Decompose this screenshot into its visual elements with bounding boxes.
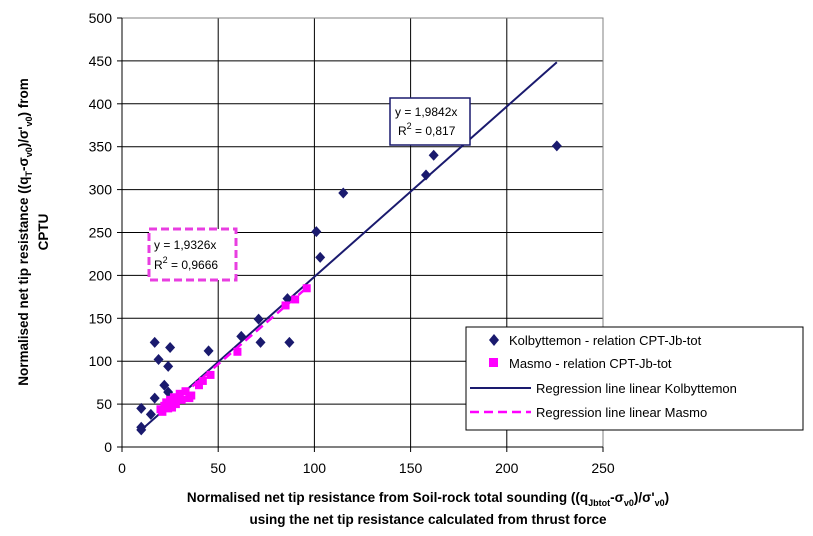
y-axis-title-line1: Normalised net tip resistance ((qT-σv0)/… xyxy=(16,78,34,386)
masmo-equation-box xyxy=(147,227,238,282)
kolbyttemon-point xyxy=(420,169,431,181)
x-axis-ticks: 0 50 100 150 200 250 xyxy=(118,446,615,476)
masmo-point xyxy=(181,387,190,396)
kolbyttemon-r2-text: R2 = 0,817 xyxy=(398,121,456,138)
kolbyttemon-point xyxy=(203,345,214,357)
x-tick-label: 150 xyxy=(399,460,423,476)
kolbyttemon-point xyxy=(311,226,322,238)
kolbyttemon-point xyxy=(551,140,562,152)
y-tick-label: 450 xyxy=(89,53,113,69)
data-points xyxy=(136,140,562,436)
x-tick-label: 250 xyxy=(591,460,615,476)
kolbyttemon-point xyxy=(145,408,156,420)
y-tick-label: 250 xyxy=(89,225,113,241)
masmo-point xyxy=(291,295,300,304)
masmo-point xyxy=(169,393,178,402)
x-tick-label: 0 xyxy=(118,460,126,476)
legend-marker-kolbyttemon xyxy=(489,334,499,346)
kolbyttemon-point xyxy=(136,402,147,414)
masmo-point xyxy=(302,284,311,293)
masmo-point xyxy=(158,407,167,416)
x-tick-label: 50 xyxy=(210,460,226,476)
kolbyttemon-point xyxy=(136,421,147,433)
masmo-equation-text: y = 1,9326x xyxy=(154,238,216,252)
masmo-equation-annotation: y = 1,9326x R2 = 0,9666 xyxy=(147,227,238,282)
kolbyttemon-point xyxy=(163,360,174,372)
masmo-point xyxy=(177,395,186,404)
legend-label-masmo: Masmo - relation CPT-Jb-tot xyxy=(509,356,672,371)
masmo-point xyxy=(281,301,290,310)
y-tick-label: 400 xyxy=(89,96,113,112)
kolbyttemon-point xyxy=(149,336,160,348)
kolbyttemon-point xyxy=(255,336,266,348)
masmo-point xyxy=(187,391,196,400)
y-tick-label: 0 xyxy=(104,439,112,455)
y-tick-label: 200 xyxy=(89,267,113,283)
kolbyttemon-point xyxy=(315,251,326,263)
kolbyttemon-point xyxy=(428,149,439,161)
kolbyttemon-equation-box xyxy=(389,97,471,146)
kolbyttemon-equation-text: y = 1,9842x xyxy=(395,105,457,119)
regression-line-kolbyttemon xyxy=(140,61,558,431)
y-tick-label: 500 xyxy=(89,10,113,26)
masmo-point xyxy=(233,347,242,356)
legend-label-regression-kolbyttemon: Regression line linear Kolbyttemon xyxy=(536,381,737,396)
kolbyttemon-point xyxy=(236,330,247,342)
y-tick-label: 150 xyxy=(89,310,113,326)
kolbyttemon-point xyxy=(159,379,170,391)
x-tick-label: 100 xyxy=(303,460,327,476)
legend: Kolbyttemon - relation CPT-Jb-tot Masmo … xyxy=(465,326,804,431)
y-tick-label: 350 xyxy=(89,139,113,155)
y-tick-label: 300 xyxy=(89,182,113,198)
masmo-point xyxy=(206,370,215,379)
y-tick-label: 50 xyxy=(96,396,112,412)
masmo-point xyxy=(175,389,184,398)
masmo-point xyxy=(198,376,207,385)
kolbyttemon-point xyxy=(253,313,264,325)
x-tick-label: 200 xyxy=(495,460,519,476)
kolbyttemon-point xyxy=(153,353,164,365)
masmo-r2-text: R2 = 0,9666 xyxy=(154,255,218,272)
kolbyttemon-point xyxy=(282,293,293,305)
legend-label-regression-masmo: Regression line linear Masmo xyxy=(536,405,707,420)
x-axis-title-line1: Normalised net tip resistance from Soil-… xyxy=(187,490,669,508)
kolbyttemon-point xyxy=(165,341,176,353)
legend-marker-masmo xyxy=(489,358,498,367)
legend-box xyxy=(465,326,804,431)
x-axis-title-line2: using the net tip resistance calculated … xyxy=(249,512,607,527)
masmo-point xyxy=(171,400,180,409)
y-axis-title: Normalised net tip resistance ((qT-σv0)/… xyxy=(16,78,51,386)
kolbyttemon-point xyxy=(149,392,160,404)
legend-label-kolbyttemon: Kolbyttemon - relation CPT-Jb-tot xyxy=(509,333,702,348)
y-axis-ticks: 0 50 100 150 200 250 300 350 400 450 500 xyxy=(89,10,123,455)
kolbyttemon-point xyxy=(338,187,349,199)
masmo-point xyxy=(194,381,203,390)
y-axis-title-line2: CPTU xyxy=(36,214,51,251)
kolbyttemon-equation-annotation: y = 1,9842x R2 = 0,817 xyxy=(389,97,471,146)
kolbyttemon-point xyxy=(284,336,295,348)
y-tick-label: 100 xyxy=(89,353,113,369)
